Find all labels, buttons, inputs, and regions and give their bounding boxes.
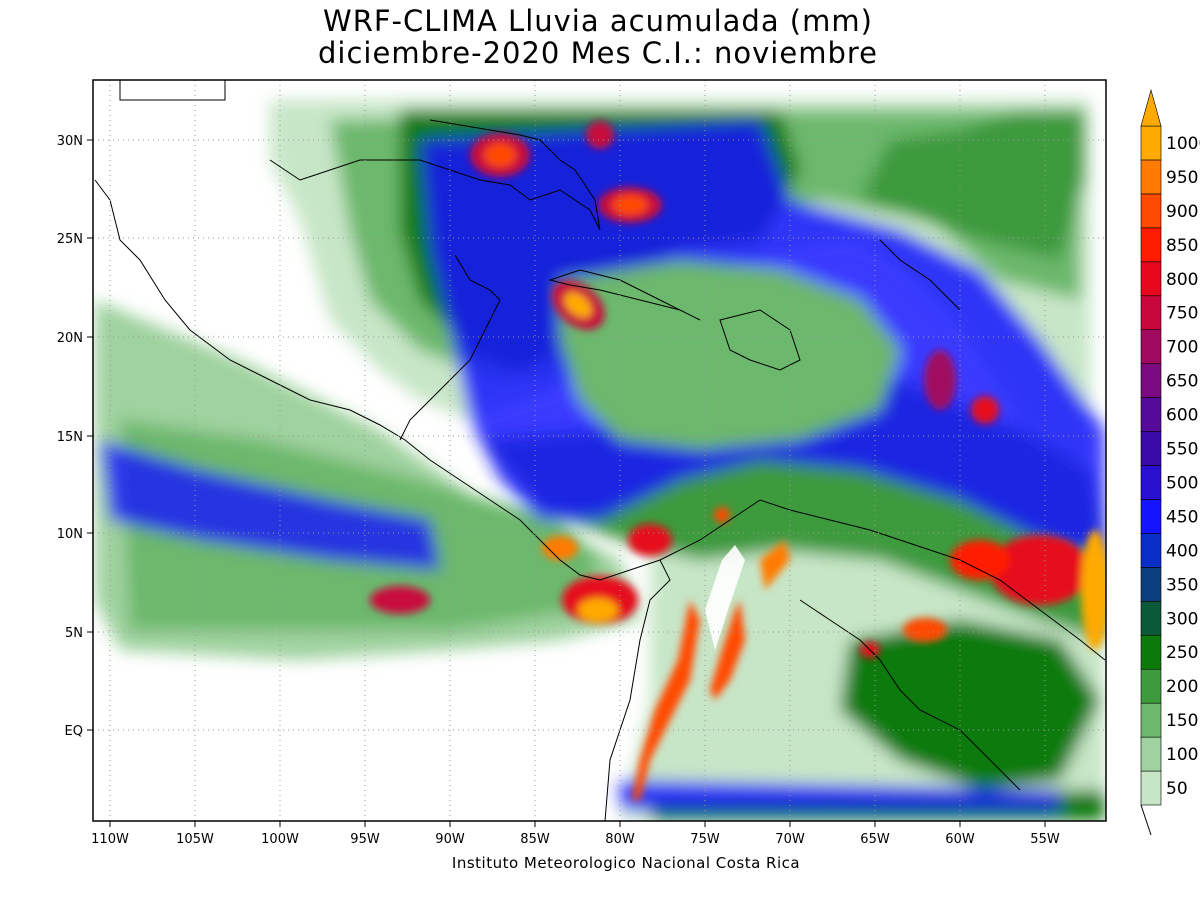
y-tick-label: 15N	[57, 430, 83, 445]
legend-max-arrow	[1140, 88, 1162, 127]
legend-label-350: 350	[1166, 575, 1198, 595]
plot-border	[92, 79, 1107, 822]
tick-marks	[87, 139, 1046, 827]
legend-label-750: 750	[1166, 304, 1198, 324]
legend-label-150: 150	[1166, 711, 1198, 731]
map-subtitle: diciembre-2020 Mes C.I.: noviembre	[318, 36, 878, 70]
y-axis-labels: 30N 25N 20N 15N 10N 5N EQ	[57, 134, 83, 739]
legend-min-arrow	[1140, 804, 1152, 836]
y-tick-label: 10N	[57, 527, 83, 542]
legend-swatch-300	[1140, 600, 1162, 636]
legend-swatch-550	[1140, 431, 1162, 466]
x-tick-label: 80W	[605, 832, 635, 847]
legend-label-100: 100	[1166, 745, 1198, 765]
x-axis-labels: 110W 105W 100W 95W 90W 85W 80W 75W 70W 6…	[91, 832, 1060, 847]
legend-label-50: 50	[1166, 779, 1188, 799]
legend-label-500: 500	[1166, 473, 1198, 493]
color-legend: 50 100 150 200 250 300 350 400 450 500 550 600 650 70…	[1140, 88, 1200, 836]
legend-label-550: 550	[1166, 440, 1198, 460]
legend-swatch-400	[1140, 533, 1162, 568]
x-tick-label: 70W	[775, 832, 805, 847]
legend-swatch-100	[1140, 736, 1162, 772]
x-tick-label: 90W	[435, 832, 465, 847]
legend-swatch-200	[1140, 668, 1162, 704]
legend-swatch-50	[1140, 770, 1162, 806]
legend-swatch-850	[1140, 227, 1162, 263]
x-tick-label: 85W	[520, 832, 550, 847]
legend-label-400: 400	[1166, 541, 1198, 561]
x-tick-label: 65W	[860, 832, 890, 847]
x-tick-label: 60W	[945, 832, 975, 847]
legend-swatch-500	[1140, 465, 1162, 500]
x-tick-label: 100W	[261, 832, 299, 847]
legend-swatch-700	[1140, 329, 1162, 364]
legend-label-250: 250	[1166, 643, 1198, 663]
legend-label-300: 300	[1166, 609, 1198, 629]
x-tick-label: 105W	[176, 832, 214, 847]
legend-swatch-1000	[1140, 125, 1162, 161]
legend-swatch-350	[1140, 567, 1162, 602]
x-tick-label: 75W	[690, 832, 720, 847]
grid-lines	[93, 80, 1106, 821]
precipitation-field	[95, 100, 1106, 821]
y-tick-label: 20N	[57, 331, 83, 346]
y-tick-label: EQ	[65, 724, 83, 739]
legend-label-450: 450	[1166, 507, 1198, 527]
legend-swatch-900	[1140, 193, 1162, 229]
legend-swatch-250	[1140, 634, 1162, 670]
legend-swatch-750	[1140, 295, 1162, 331]
y-tick-label: 25N	[57, 232, 83, 247]
legend-label-850: 850	[1166, 236, 1198, 256]
map-title: WRF-CLIMA Lluvia acumulada (mm)	[323, 4, 873, 38]
legend-swatch-800	[1140, 261, 1162, 297]
y-tick-label: 5N	[65, 626, 83, 641]
legend-swatch-650	[1140, 363, 1162, 398]
x-tick-label: 110W	[91, 832, 129, 847]
legend-label-900: 900	[1166, 202, 1198, 222]
x-tick-label: 55W	[1030, 832, 1060, 847]
legend-swatch-600	[1140, 397, 1162, 432]
legend-label-950: 950	[1166, 168, 1198, 188]
x-tick-label: 95W	[350, 832, 380, 847]
legend-swatch-450	[1140, 499, 1162, 534]
legend-swatch-150	[1140, 702, 1162, 738]
legend-label-650: 650	[1166, 372, 1198, 392]
legend-label-200: 200	[1166, 677, 1198, 697]
legend-label-1000: 1000	[1166, 134, 1200, 154]
legend-swatch-950	[1140, 159, 1162, 195]
legend-label-600: 600	[1166, 406, 1198, 426]
legend-label-700: 700	[1166, 338, 1198, 358]
footer-credit: Instituto Meteorologico Nacional Costa R…	[451, 854, 801, 872]
legend-label-800: 800	[1166, 270, 1198, 290]
y-tick-label: 30N	[57, 134, 83, 149]
